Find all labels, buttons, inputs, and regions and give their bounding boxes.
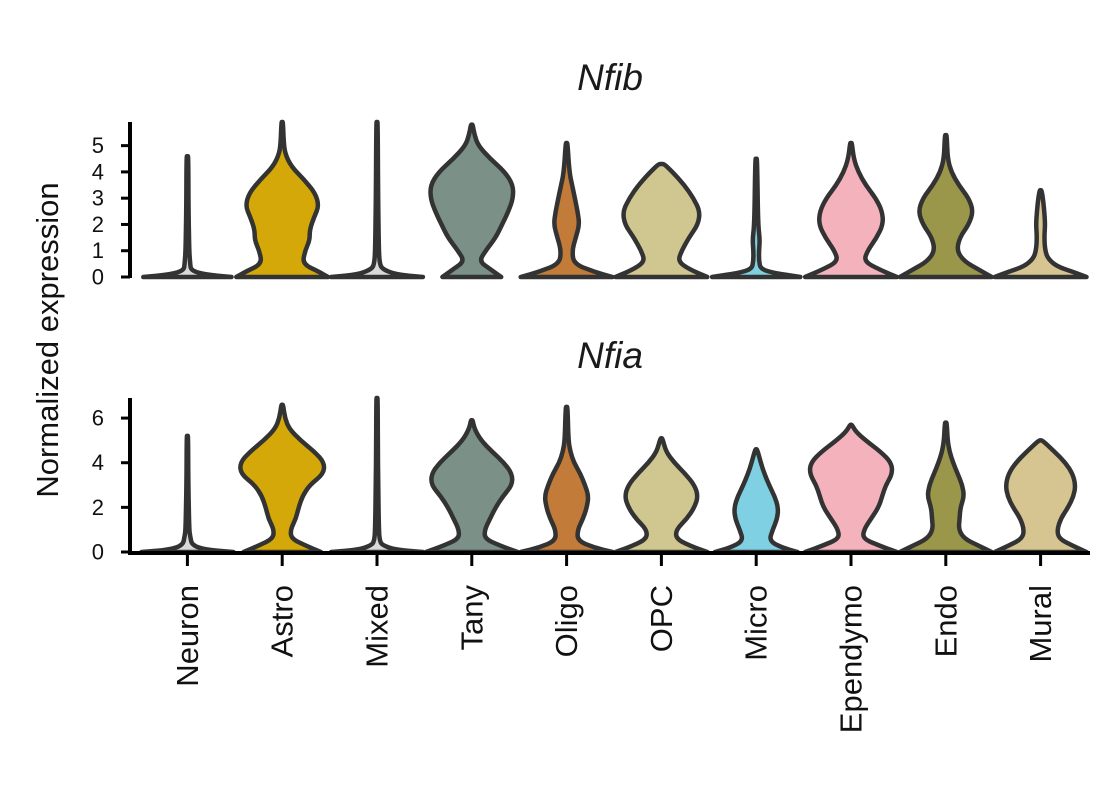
violin-nfia-mixed <box>328 395 426 555</box>
violin-nfia-astro <box>238 402 327 555</box>
y-tick-label-nfib-1: 1 <box>92 238 104 263</box>
violin-nfib-micro <box>709 156 803 280</box>
violin-nfib-oligo <box>518 140 615 280</box>
y-tick-label-nfia-4: 4 <box>92 450 104 475</box>
violin-nfia-ependymo <box>802 422 900 555</box>
x-tick-label-neuron: Neuron <box>170 585 205 687</box>
x-tick-label-micro: Micro <box>739 585 774 661</box>
panel-nfia: Nfia 0 2 4 6 <box>92 335 1090 565</box>
violin-nfia-opc <box>613 435 710 555</box>
violin-nfib-neuron <box>141 153 234 280</box>
x-ticks: Neuron Astro Mixed Tany Oligo OPC Micro Ependym… <box>170 553 1058 733</box>
y-tick-label-nfib-5: 5 <box>92 133 104 158</box>
y-tick-label-nfia-0: 0 <box>92 540 104 565</box>
panel-title-nfib: Nfib <box>577 57 643 98</box>
violin-nfib-mural <box>992 188 1089 280</box>
x-tick-label-astro: Astro <box>265 585 300 657</box>
panel-title-nfia: Nfia <box>577 335 643 376</box>
x-tick-label-endo: Endo <box>928 585 963 657</box>
x-tick-label-mixed: Mixed <box>360 585 395 668</box>
x-tick-label-ependymo: Ependymo <box>834 585 869 733</box>
violins-nfib <box>141 119 1089 280</box>
violin-nfib-endo <box>897 132 994 280</box>
y-tick-label-nfib-4: 4 <box>92 159 104 184</box>
y-ticks-nfia: 0 2 4 6 <box>92 406 130 565</box>
y-tick-label-nfib-0: 0 <box>92 265 104 290</box>
violin-nfia-oligo <box>518 404 615 555</box>
y-axis-label: Normalized expression <box>30 182 65 497</box>
x-tick-label-mural: Mural <box>1023 585 1058 663</box>
violin-nfia-tany <box>423 418 520 555</box>
violin-nfia-micro <box>712 447 800 555</box>
violin-nfib-astro <box>234 119 331 280</box>
y-tick-label-nfia-2: 2 <box>92 495 104 520</box>
violin-nfib-opc <box>613 161 710 280</box>
violin-nfia-neuron <box>139 433 236 555</box>
x-tick-label-tany: Tany <box>454 585 489 651</box>
violin-nfia-mural <box>992 438 1089 555</box>
violin-nfib-mixed <box>328 119 426 280</box>
violin-nfia-endo <box>897 420 994 555</box>
y-tick-label-nfia-6: 6 <box>92 406 104 431</box>
violins-nfia <box>139 395 1089 555</box>
violin-nfib-tany <box>428 122 516 280</box>
y-tick-label-nfib-3: 3 <box>92 186 104 211</box>
violin-nfib-ependymo <box>802 140 900 280</box>
y-tick-label-nfib-2: 2 <box>92 212 104 237</box>
x-tick-label-oligo: Oligo <box>549 585 584 657</box>
x-tick-label-opc: OPC <box>644 585 679 652</box>
